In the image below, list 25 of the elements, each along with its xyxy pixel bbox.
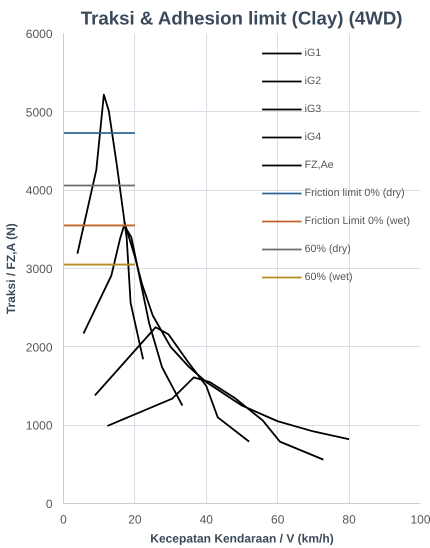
legend-label: 60% (wet)	[304, 271, 353, 283]
legend-label: Friction limit 0% (dry)	[304, 187, 405, 199]
chart-title: Traksi & Adhesion limit (Clay) (4WD)	[80, 8, 403, 28]
x-tick-label: 40	[200, 512, 214, 526]
legend-label: FZ,Ae	[304, 159, 334, 171]
x-tick-label: 100	[410, 512, 430, 526]
y-tick-label: 0	[46, 497, 53, 511]
legend-label: Friction Limit 0% (wet)	[304, 215, 410, 227]
y-axis-title: Traksi / FZ,A (N)	[4, 223, 18, 314]
legend-label: iG2	[304, 75, 322, 87]
y-tick-label: 3000	[26, 262, 53, 276]
x-axis-title: Kecepatan Kendaraan / V (km/h)	[150, 532, 334, 546]
x-tick-label: 0	[60, 512, 68, 526]
x-tick-label: 20	[128, 512, 142, 526]
y-tick-label: 5000	[26, 105, 53, 120]
legend-label: 60% (dry)	[304, 243, 351, 255]
legend-label: iG4	[304, 131, 322, 143]
x-tick-label: 80	[342, 512, 356, 526]
y-tick-label: 4000	[26, 184, 53, 198]
legend-label: iG3	[304, 103, 322, 115]
y-tick-label: 6000	[26, 27, 53, 41]
y-tick-label: 1000	[26, 418, 53, 433]
x-tick-label: 60	[271, 512, 285, 526]
legend-label: iG1	[304, 47, 322, 59]
y-tick-label: 2000	[26, 340, 53, 354]
